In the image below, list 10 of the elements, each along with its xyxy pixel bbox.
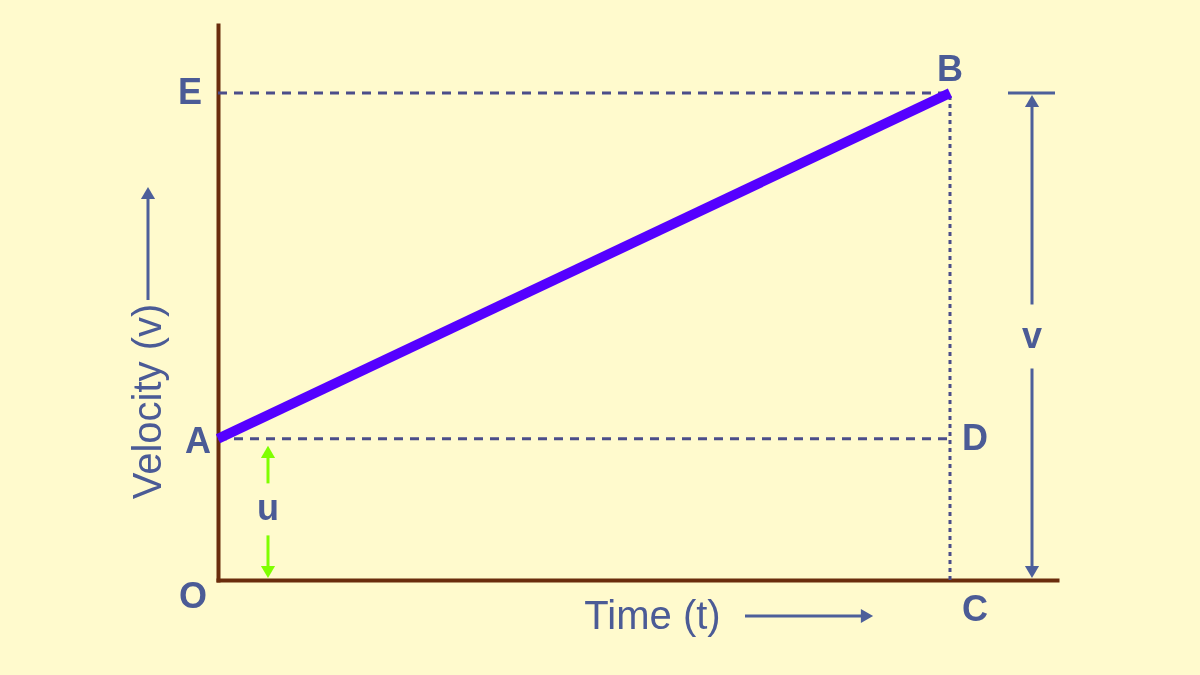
text: B <box>937 48 963 89</box>
annotation: O <box>178 575 208 616</box>
annotation: E <box>177 71 203 112</box>
annotation: A <box>185 419 211 461</box>
x-axis-title: Time (t) <box>584 592 721 637</box>
annotation: D <box>962 416 988 458</box>
y-axis-title: Velocity (v) <box>124 303 169 500</box>
text: C <box>962 588 988 629</box>
annotation: v <box>1021 314 1043 356</box>
annotation: u <box>257 487 279 529</box>
